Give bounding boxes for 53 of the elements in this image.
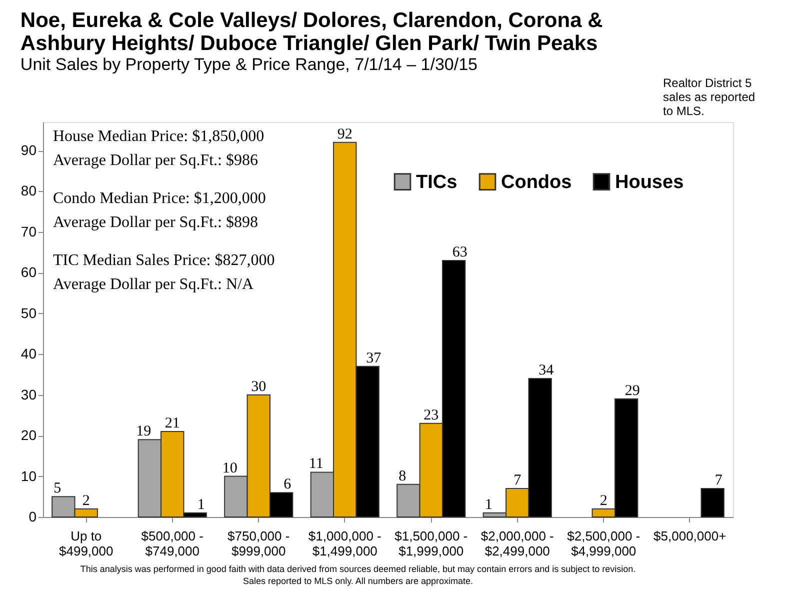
text: Realtor District 5 sales as reported to MLS. <box>663 76 756 118</box>
y-tick-label: 30 <box>20 386 37 402</box>
x-tick-label: $500,000 - $749,000 <box>141 528 204 558</box>
data-label: 37 <box>366 350 382 366</box>
x-tick-label: $750,000 - $999,000 <box>228 528 290 558</box>
data-label: 92 <box>337 126 352 142</box>
y-tick-label: 50 <box>20 304 37 321</box>
legend-label: Houses <box>615 172 684 193</box>
data-label: 30 <box>251 378 266 395</box>
data-label: 34 <box>538 362 554 379</box>
data-label: 11 <box>308 456 324 472</box>
y-tick-label: 70 <box>20 223 37 240</box>
x-tick-label: $1,500,000 - $1,999,000 <box>394 528 468 558</box>
data-label: 1 <box>197 496 205 513</box>
data-label: 2 <box>82 492 90 509</box>
data-label: 7 <box>514 472 522 488</box>
text: This analysis was performed in good faith with data derived from sources deemed reliable, but may contain errors and is subject to revision. <box>80 564 636 574</box>
y-tick-label: 20 <box>20 427 37 444</box>
y-tick-label: 40 <box>20 346 37 362</box>
data-label: 21 <box>164 415 180 432</box>
x-tick-label: $2,500,000 - $4,999,000 <box>567 528 640 558</box>
x-tick-label: $5,000,000+ <box>654 528 726 544</box>
annotation: Average Dollar per Sq.Ft.: $986 <box>53 152 258 169</box>
y-tick-label: 60 <box>20 264 37 280</box>
annotation: Average Dollar per Sq.Ft.: $898 <box>53 214 258 231</box>
legend-label: TICs <box>416 172 458 193</box>
x-tick-label: $1,000,000 - $1,499,000 <box>308 528 382 558</box>
data-label: 6 <box>284 476 292 493</box>
annotation: House Median Price: $1,850,000 <box>53 128 264 145</box>
data-label: 5 <box>54 480 62 497</box>
legend-label: Condos <box>501 172 572 193</box>
y-tick-label: 90 <box>20 142 37 158</box>
annotation: Average Dollar per Sq.Ft.: N/A <box>53 276 254 293</box>
data-label: 19 <box>136 424 152 440</box>
data-label: 29 <box>624 382 640 399</box>
y-tick-label: 80 <box>20 182 37 199</box>
x-tick-label: Up to $499,000 <box>59 528 114 558</box>
y-tick-label: 10 <box>20 468 37 484</box>
data-label: 23 <box>424 407 439 424</box>
text: Sales reported to MLS only. All numbers are approximate. <box>243 576 473 586</box>
x-tick-label: $2,000,000 - $2,499,000 <box>480 528 554 558</box>
data-label: 1 <box>484 496 492 513</box>
chart-subtitle: Unit Sales by Property Type & Price Range, 7/1/14 – 1/30/15 <box>20 55 478 74</box>
y-tick-label: 0 <box>28 508 37 524</box>
data-label: 2 <box>600 492 608 509</box>
annotation: Condo Median Price: $1,200,000 <box>53 190 266 207</box>
data-label: 10 <box>222 460 238 476</box>
bar <box>700 488 724 518</box>
annotation: TIC Median Sales Price: $827,000 <box>53 252 275 269</box>
data-label: 7 <box>714 472 723 488</box>
data-label: 8 <box>398 468 406 484</box>
data-label: 63 <box>452 244 468 260</box>
chart-title: Noe, Eureka & Cole Valleys/ Dolores, Clarendon, Corona & Ashbury Heights/ Duboce Triangle/ Glen Park/ Twin Peaks <box>20 9 603 55</box>
